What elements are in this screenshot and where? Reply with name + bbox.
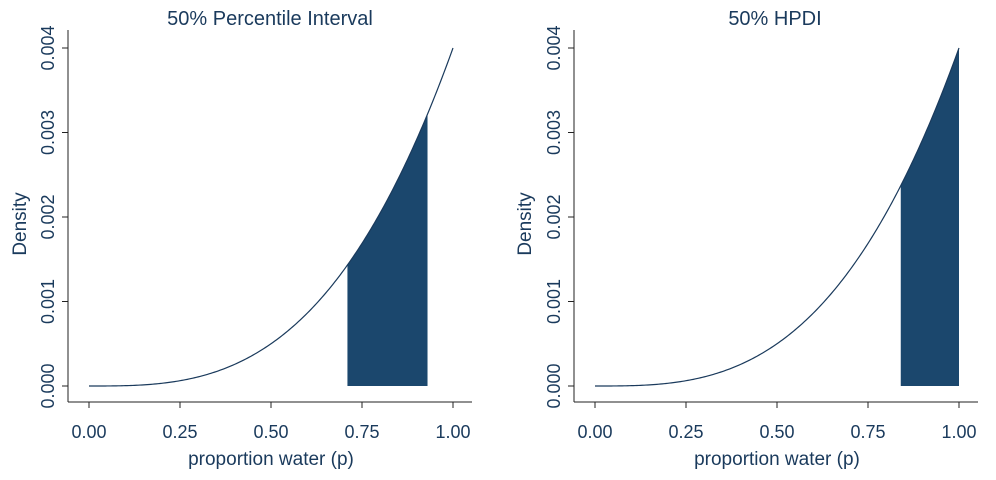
x-tick-label: 1.00 bbox=[941, 422, 976, 442]
x-axis-label: proportion water (p) bbox=[188, 449, 354, 470]
y-tick-label: 0.004 bbox=[38, 25, 58, 70]
y-axis-label: Density bbox=[515, 192, 536, 256]
chart-title: 50% Percentile Interval bbox=[167, 8, 373, 30]
x-tick-label: 0.25 bbox=[668, 422, 703, 442]
left-chart-panel: 50% Percentile Interval 0.000 0.001 0.002 0.… bbox=[10, 8, 472, 470]
x-tick-label: 0.00 bbox=[71, 422, 106, 442]
right-chart-panel: 50% HPDI 0.000 0.001 0.002 0.003 0.004 0.00 0.2… bbox=[515, 8, 978, 470]
x-tick-label: 0.75 bbox=[850, 422, 885, 442]
chart-title: 50% HPDI bbox=[728, 8, 821, 30]
x-tick-label: 0.50 bbox=[759, 422, 794, 442]
x-tick-label: 1.00 bbox=[435, 422, 470, 442]
y-tick-label: 0.001 bbox=[38, 279, 58, 324]
x-tick-label: 0.00 bbox=[577, 422, 612, 442]
y-tick-label: 0.004 bbox=[544, 25, 564, 70]
y-tick-label: 0.000 bbox=[544, 363, 564, 408]
x-tick-label: 0.50 bbox=[253, 422, 288, 442]
y-tick-label: 0.003 bbox=[38, 110, 58, 155]
y-tick-label: 0.003 bbox=[544, 110, 564, 155]
y-tick-label: 0.000 bbox=[38, 363, 58, 408]
x-tick-label: 0.25 bbox=[162, 422, 197, 442]
x-axis-label: proportion water (p) bbox=[694, 449, 860, 470]
y-tick-label: 0.001 bbox=[544, 279, 564, 324]
y-axis-label: Density bbox=[10, 192, 31, 256]
y-tick-label: 0.002 bbox=[38, 194, 58, 239]
y-tick-label: 0.002 bbox=[544, 194, 564, 239]
x-tick-label: 0.75 bbox=[344, 422, 379, 442]
density-curve bbox=[89, 47, 454, 387]
density-curve bbox=[595, 47, 960, 387]
shaded-interval bbox=[347, 114, 428, 386]
shaded-interval bbox=[900, 48, 959, 386]
